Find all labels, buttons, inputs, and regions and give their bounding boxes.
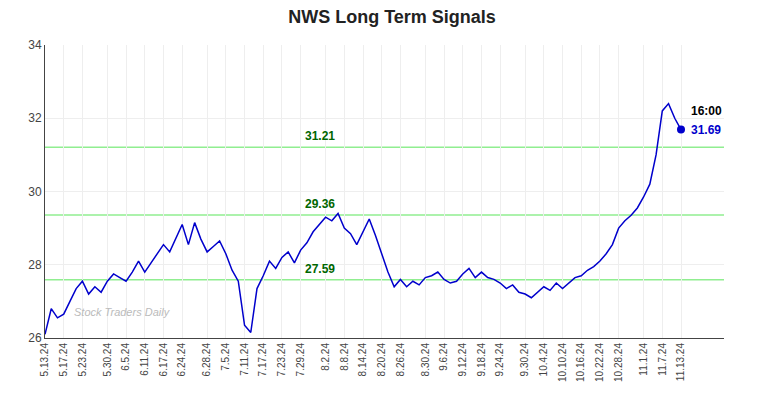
svg-text:8.26.24: 8.26.24 bbox=[395, 343, 406, 377]
svg-text:10.16.24: 10.16.24 bbox=[575, 343, 586, 382]
svg-text:5.13.24: 5.13.24 bbox=[39, 343, 50, 377]
svg-text:32: 32 bbox=[28, 111, 42, 125]
svg-text:9.12.24: 9.12.24 bbox=[457, 343, 468, 377]
svg-text:6.28.24: 6.28.24 bbox=[201, 343, 212, 377]
svg-text:8.30.24: 8.30.24 bbox=[420, 343, 431, 377]
svg-text:5.17.24: 5.17.24 bbox=[58, 343, 69, 377]
svg-text:8.2.24: 8.2.24 bbox=[320, 343, 331, 371]
svg-text:29.36: 29.36 bbox=[305, 197, 335, 211]
svg-text:NWS Long Term Signals: NWS Long Term Signals bbox=[288, 7, 496, 27]
svg-text:7.29.24: 7.29.24 bbox=[295, 343, 306, 377]
svg-text:9.18.24: 9.18.24 bbox=[476, 343, 487, 377]
svg-text:6.24.24: 6.24.24 bbox=[176, 343, 187, 377]
svg-text:6.5.24: 6.5.24 bbox=[120, 343, 131, 371]
svg-text:8.8.24: 8.8.24 bbox=[339, 343, 350, 371]
svg-text:Stock Traders Daily: Stock Traders Daily bbox=[74, 306, 171, 318]
svg-text:6.11.24: 6.11.24 bbox=[139, 343, 150, 376]
svg-text:8.14.24: 8.14.24 bbox=[357, 343, 368, 377]
svg-text:10.10.24: 10.10.24 bbox=[557, 343, 568, 382]
svg-text:7.11.24: 7.11.24 bbox=[239, 343, 250, 376]
svg-text:7.17.24: 7.17.24 bbox=[257, 343, 268, 377]
svg-text:30: 30 bbox=[28, 185, 42, 199]
svg-text:26: 26 bbox=[28, 331, 42, 345]
svg-text:31.69: 31.69 bbox=[691, 123, 721, 137]
svg-text:34: 34 bbox=[28, 38, 42, 52]
svg-text:31.21: 31.21 bbox=[305, 129, 335, 143]
svg-text:8.20.24: 8.20.24 bbox=[376, 343, 387, 377]
svg-text:16:00: 16:00 bbox=[691, 104, 722, 118]
svg-text:11.1.24: 11.1.24 bbox=[638, 343, 649, 376]
svg-text:10.28.24: 10.28.24 bbox=[613, 343, 624, 382]
svg-text:9.30.24: 9.30.24 bbox=[519, 343, 530, 377]
svg-text:6.17.24: 6.17.24 bbox=[158, 343, 169, 377]
svg-text:28: 28 bbox=[28, 258, 42, 272]
svg-text:10.4.24: 10.4.24 bbox=[538, 343, 549, 377]
svg-text:9.6.24: 9.6.24 bbox=[438, 343, 449, 371]
svg-text:10.22.24: 10.22.24 bbox=[594, 343, 605, 382]
svg-text:7.23.24: 7.23.24 bbox=[276, 343, 287, 377]
svg-text:11.13.24: 11.13.24 bbox=[675, 343, 686, 382]
svg-text:27.59: 27.59 bbox=[305, 262, 335, 276]
svg-text:11.7.24: 11.7.24 bbox=[657, 343, 668, 376]
svg-text:7.5.24: 7.5.24 bbox=[220, 343, 231, 371]
svg-text:5.23.24: 5.23.24 bbox=[77, 343, 88, 377]
svg-text:5.30.24: 5.30.24 bbox=[102, 343, 113, 377]
svg-text:9.24.24: 9.24.24 bbox=[494, 343, 505, 377]
